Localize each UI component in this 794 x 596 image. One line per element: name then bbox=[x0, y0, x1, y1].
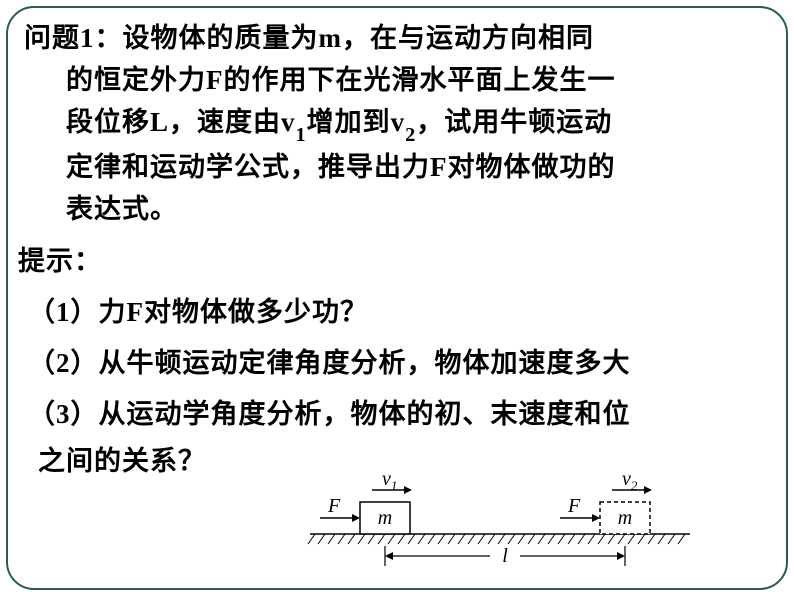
v1-label: v1 bbox=[382, 472, 397, 493]
force-arrow-left-head bbox=[352, 514, 360, 522]
subscript-2: 2 bbox=[405, 124, 416, 146]
problem-statement: 问题1：设物体的质量为m，在与运动方向相同 的恒定外力F的作用下在光滑水平面上发… bbox=[18, 18, 794, 231]
mass-label-left: m bbox=[378, 507, 392, 529]
physics-diagram: m m F F v1 v2 l bbox=[290, 472, 710, 582]
force-label-right: F bbox=[567, 495, 581, 517]
mass-label-right: m bbox=[618, 507, 632, 529]
ground-hatch bbox=[308, 534, 685, 544]
hint-item-3: （3）从运动学角度分析，物体的初、末速度和位 bbox=[18, 392, 794, 431]
problem-line-2: 的恒定外力F的作用下在光滑水平面上发生一 bbox=[18, 60, 794, 102]
hint-item-2: （2）从牛顿运动定律角度分析，物体加速度多大 bbox=[18, 341, 794, 380]
force-arrow-right-head bbox=[592, 514, 600, 522]
dim-arrow-left bbox=[385, 552, 393, 560]
v2-label: v2 bbox=[622, 472, 638, 493]
problem-line-3a: 段位移L，速度由v bbox=[66, 107, 296, 137]
force-label-left: F bbox=[327, 495, 341, 517]
v1-arrow-head bbox=[404, 486, 412, 494]
problem-line-1: 问题1：设物体的质量为m，在与运动方向相同 bbox=[18, 18, 794, 60]
length-label: l bbox=[502, 545, 508, 567]
hint-item-1: （1）力F对物体做多少功？ bbox=[18, 290, 794, 329]
hint-title: 提示： bbox=[18, 239, 794, 278]
problem-line-3c: ，试用牛顿运动 bbox=[416, 107, 612, 137]
content-area: 问题1：设物体的质量为m，在与运动方向相同 的恒定外力F的作用下在光滑水平面上发… bbox=[18, 18, 794, 478]
problem-line-3b: 增加到v bbox=[307, 107, 406, 137]
problem-line-5: 表达式。 bbox=[18, 189, 794, 231]
v2-arrow-head bbox=[644, 486, 652, 494]
problem-line-4: 定律和运动学公式，推导出力F对物体做功的 bbox=[18, 147, 794, 189]
subscript-1: 1 bbox=[296, 124, 307, 146]
dim-arrow-right bbox=[617, 552, 625, 560]
problem-line-3: 段位移L，速度由v1增加到v2，试用牛顿运动 bbox=[18, 102, 794, 148]
